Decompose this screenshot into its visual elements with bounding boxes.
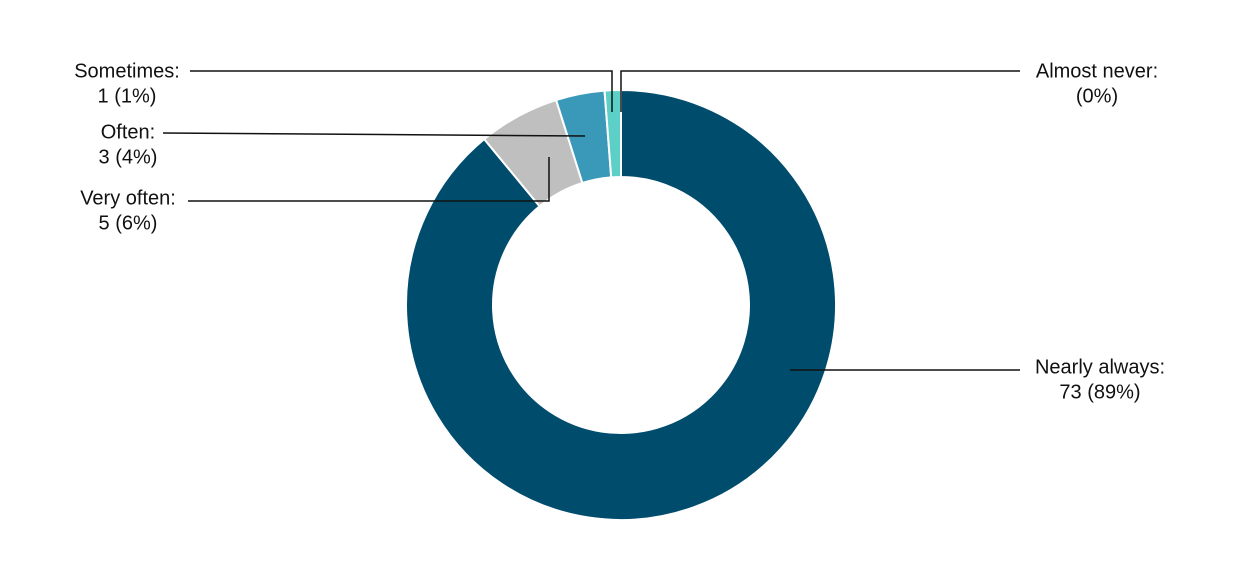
value-label: (0%) xyxy=(1076,85,1118,107)
value-label: 5 (6%) xyxy=(99,212,158,234)
leader-line xyxy=(188,157,550,202)
slice-label: Almost never: xyxy=(1036,60,1158,82)
slice-label: Very often: xyxy=(80,187,176,209)
slice-label: Nearly always: xyxy=(1035,356,1165,378)
leader-line xyxy=(190,70,613,112)
leader-line xyxy=(620,70,1020,112)
slice-label: Sometimes: xyxy=(74,60,180,82)
value-label: 3 (4%) xyxy=(99,146,158,168)
donut-slice xyxy=(603,88,622,179)
value-label: 1 (1%) xyxy=(98,85,157,107)
leader-line xyxy=(162,132,586,137)
donut-slice xyxy=(405,88,837,521)
value-label: 73 (89%) xyxy=(1059,381,1140,403)
slice-label: Often: xyxy=(101,121,155,143)
